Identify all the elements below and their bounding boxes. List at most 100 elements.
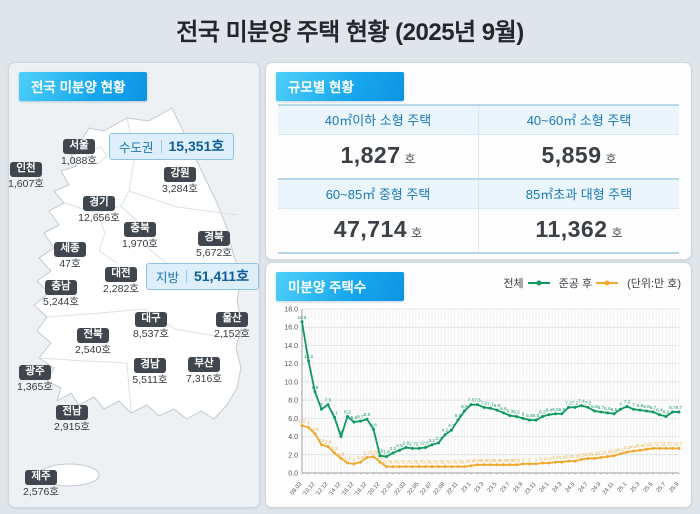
size-value: 11,362 호 bbox=[535, 216, 623, 242]
svg-text:23.5: 23.5 bbox=[487, 481, 499, 494]
svg-text:2.4: 2.4 bbox=[630, 444, 637, 449]
svg-text:1.7: 1.7 bbox=[598, 451, 605, 456]
chart-panel: 미분양 주택수 전체 준공 후 (단위:만 호) 0.0 2.0 4.0 6.0 8.0… bbox=[265, 262, 692, 508]
svg-text:5.6: 5.6 bbox=[351, 415, 358, 420]
size-header-row: 40㎡이하 소형 주택 40~60㎡ 소형 주택 bbox=[278, 104, 679, 135]
svg-text:7.2: 7.2 bbox=[572, 400, 579, 405]
svg-text:1.1: 1.1 bbox=[539, 456, 546, 461]
provinces-summary: 지방 51,411호 bbox=[146, 263, 259, 290]
svg-text:2.8: 2.8 bbox=[403, 440, 410, 445]
svg-text:0.0: 0.0 bbox=[288, 471, 298, 478]
svg-text:3.1: 3.1 bbox=[429, 438, 436, 443]
map-region-gyeonggi: 경기 12,656호 bbox=[69, 192, 129, 224]
svg-text:'18.12: '18.12 bbox=[354, 481, 369, 497]
region-value: 2,915호 bbox=[54, 420, 90, 433]
region-name-badge: 서울 bbox=[63, 139, 95, 154]
region-value: 7,316호 bbox=[186, 372, 222, 385]
svg-text:2.3: 2.3 bbox=[624, 445, 631, 450]
map-region-chungbuk: 충북 1,970호 bbox=[110, 218, 170, 250]
region-name-badge: 제주 bbox=[25, 470, 57, 485]
svg-text:22.05: 22.05 bbox=[407, 481, 421, 496]
svg-text:2.9: 2.9 bbox=[325, 440, 332, 445]
svg-text:1: 1 bbox=[535, 457, 538, 462]
capital-area-summary: 수도권 15,351호 bbox=[109, 133, 235, 160]
svg-text:7: 7 bbox=[619, 402, 622, 407]
svg-text:1.6: 1.6 bbox=[338, 451, 345, 456]
legend-label: 준공 후 bbox=[558, 278, 593, 290]
region-name-badge: 전북 bbox=[77, 328, 109, 343]
svg-text:2.7: 2.7 bbox=[663, 441, 670, 446]
svg-text:5.7: 5.7 bbox=[357, 414, 364, 419]
svg-text:4.7: 4.7 bbox=[448, 423, 455, 428]
map-region-seoul: 서울 1,088호 bbox=[49, 135, 109, 167]
svg-text:5.8: 5.8 bbox=[533, 413, 540, 418]
svg-text:6.6: 6.6 bbox=[500, 406, 507, 411]
map-panel-header: 전국 미분양 현황 bbox=[19, 72, 147, 101]
size-value: 47,714 호 bbox=[278, 209, 479, 252]
size-panel-header: 규모별 현황 bbox=[276, 72, 404, 101]
svg-text:5.8: 5.8 bbox=[455, 413, 462, 418]
svg-text:6.5: 6.5 bbox=[611, 407, 618, 412]
svg-text:7.5: 7.5 bbox=[468, 398, 475, 403]
size-label: 40~60㎡ 소형 주택 bbox=[526, 113, 632, 128]
svg-text:4: 4 bbox=[340, 430, 343, 435]
size-header-row: 60~85㎡ 중형 주택 85㎡초과 대형 주택 bbox=[278, 178, 679, 209]
map-region-gyeongnam: 경남 5,511호 bbox=[120, 354, 180, 386]
page-title: 전국 미분양 주택 현황 (2025년 9월) bbox=[176, 19, 524, 46]
svg-text:22.09: 22.09 bbox=[433, 481, 447, 496]
svg-text:2.5: 2.5 bbox=[396, 443, 403, 448]
svg-text:0.7: 0.7 bbox=[448, 460, 455, 465]
svg-text:2.7: 2.7 bbox=[650, 441, 657, 446]
region-value: 1,607호 bbox=[8, 177, 44, 190]
svg-text:8.9: 8.9 bbox=[312, 385, 319, 390]
svg-text:2.8: 2.8 bbox=[422, 440, 429, 445]
svg-text:0.7: 0.7 bbox=[442, 460, 449, 465]
svg-text:'12.12: '12.12 bbox=[315, 481, 330, 497]
svg-text:6.0: 6.0 bbox=[288, 416, 298, 423]
svg-text:6.8: 6.8 bbox=[461, 404, 468, 409]
svg-text:6.2: 6.2 bbox=[539, 410, 546, 415]
region-name-badge: 세종 bbox=[54, 242, 86, 257]
svg-text:14.0: 14.0 bbox=[284, 343, 298, 350]
svg-text:2.0: 2.0 bbox=[288, 452, 298, 459]
size-value: 1,827 호 bbox=[278, 135, 479, 178]
region-value: 2,282호 bbox=[103, 282, 139, 295]
chart-unit-note: (단위:만 호) bbox=[627, 278, 681, 290]
svg-text:1.8: 1.8 bbox=[383, 450, 390, 455]
svg-text:4.2: 4.2 bbox=[442, 428, 449, 433]
svg-text:0.7: 0.7 bbox=[390, 460, 397, 465]
map-region-sejong: 세종 47호 bbox=[40, 238, 100, 270]
svg-text:6.7: 6.7 bbox=[676, 405, 683, 410]
svg-text:0.9: 0.9 bbox=[494, 458, 501, 463]
map-region-daejeon: 대전 2,282호 bbox=[91, 263, 151, 295]
svg-text:3.1: 3.1 bbox=[318, 438, 325, 443]
svg-text:25.5: 25.5 bbox=[643, 481, 655, 494]
svg-text:0.7: 0.7 bbox=[403, 460, 410, 465]
svg-text:23.3: 23.3 bbox=[474, 481, 486, 494]
svg-text:6.2: 6.2 bbox=[344, 410, 351, 415]
map-region-jeju: 제주 2,576호 bbox=[11, 466, 71, 498]
svg-text:2.7: 2.7 bbox=[656, 441, 663, 446]
svg-text:1.6: 1.6 bbox=[591, 451, 598, 456]
svg-text:7: 7 bbox=[632, 402, 635, 407]
map-region-incheon: 인천 1,607호 bbox=[0, 158, 56, 190]
region-name-badge: 대구 bbox=[135, 312, 167, 327]
size-panel: 규모별 현황 40㎡이하 소형 주택 40~60㎡ 소형 주택 1,827 호 5… bbox=[265, 62, 692, 260]
svg-text:0.7: 0.7 bbox=[383, 460, 390, 465]
region-value: 5,511호 bbox=[132, 373, 168, 386]
region-name-badge: 경기 bbox=[83, 196, 115, 211]
svg-text:1.2: 1.2 bbox=[357, 455, 364, 460]
svg-text:2.7: 2.7 bbox=[409, 441, 416, 446]
map-region-busan: 부산 7,316호 bbox=[174, 353, 234, 385]
region-value: 1,365호 bbox=[17, 380, 53, 393]
svg-text:7.2: 7.2 bbox=[565, 400, 572, 405]
svg-text:0.7: 0.7 bbox=[435, 460, 442, 465]
svg-text:0.7: 0.7 bbox=[396, 460, 403, 465]
svg-text:24.1: 24.1 bbox=[539, 481, 551, 494]
svg-text:25.3: 25.3 bbox=[630, 481, 642, 494]
svg-text:1.6: 1.6 bbox=[585, 451, 592, 456]
size-label: 40㎡이하 소형 주택 bbox=[278, 106, 479, 134]
svg-text:12.0: 12.0 bbox=[284, 361, 298, 368]
svg-text:1.9: 1.9 bbox=[611, 449, 618, 454]
